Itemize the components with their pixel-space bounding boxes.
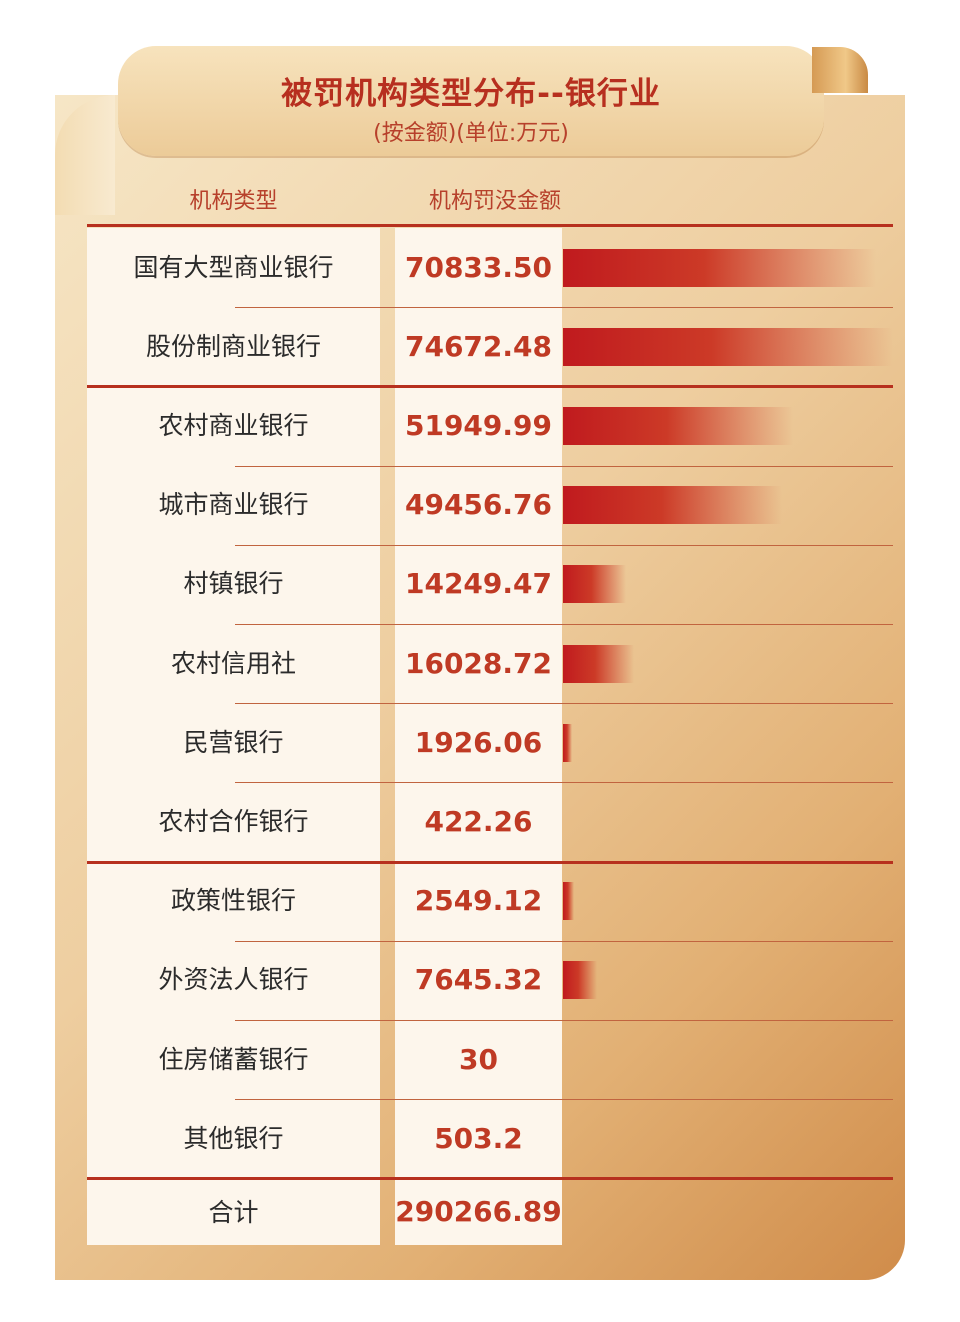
row-label: 民营银行 bbox=[183, 727, 284, 757]
total-label: 合计 bbox=[208, 1198, 259, 1228]
row-value: 49456.76 bbox=[404, 488, 552, 522]
row-label: 城市商业银行 bbox=[158, 490, 309, 520]
chart-title: 被罚机构类型分布--银行业 bbox=[281, 76, 661, 112]
row-label: 股份制商业银行 bbox=[145, 331, 321, 361]
total-value: 290266.89 bbox=[395, 1195, 562, 1229]
row-separator-rule bbox=[235, 544, 893, 546]
row-value: 74672.48 bbox=[404, 329, 552, 363]
row-value: 503.2 bbox=[434, 1121, 523, 1155]
row-value: 30 bbox=[459, 1042, 498, 1076]
banner-roll-decoration bbox=[812, 47, 868, 93]
row-separator-rule bbox=[235, 465, 893, 467]
row-label: 住房储蓄银行 bbox=[158, 1044, 309, 1074]
bar bbox=[563, 248, 877, 287]
row-separator-rule bbox=[235, 307, 893, 309]
value-column-bg bbox=[395, 228, 562, 1245]
column-header-type: 机构类型 bbox=[189, 189, 278, 214]
row-label: 农村商业银行 bbox=[158, 411, 309, 440]
row-label: 外资法人银行 bbox=[158, 965, 309, 995]
row-separator-rule bbox=[235, 703, 893, 705]
row-separator-rule bbox=[235, 940, 893, 942]
row-value: 7645.32 bbox=[414, 963, 543, 997]
bar bbox=[563, 961, 597, 1000]
bar bbox=[563, 723, 572, 762]
row-label: 农村合作银行 bbox=[158, 807, 309, 836]
row-value: 2549.12 bbox=[414, 884, 543, 918]
row-separator-rule bbox=[235, 1099, 893, 1101]
row-label: 政策性银行 bbox=[170, 886, 296, 916]
row-separator-rule bbox=[235, 782, 893, 784]
bar bbox=[563, 486, 782, 525]
title-banner bbox=[118, 46, 824, 156]
bar bbox=[563, 644, 634, 683]
row-separator-rule bbox=[235, 1020, 893, 1021]
group-separator-rule bbox=[87, 385, 893, 389]
label-column-bg bbox=[87, 228, 380, 1245]
row-label: 村镇银行 bbox=[183, 569, 284, 599]
bar bbox=[563, 407, 793, 445]
row-value: 422.26 bbox=[424, 805, 533, 838]
table-top-rule bbox=[87, 224, 893, 227]
bar bbox=[563, 565, 626, 604]
row-value: 1926.06 bbox=[414, 725, 543, 759]
row-value: 14249.47 bbox=[404, 567, 552, 601]
bar bbox=[563, 327, 893, 366]
group-separator-rule bbox=[87, 1177, 893, 1181]
row-label: 国有大型商业银行 bbox=[133, 252, 334, 282]
row-separator-rule bbox=[235, 624, 893, 625]
row-value: 16028.72 bbox=[404, 646, 552, 680]
bar bbox=[563, 882, 575, 921]
row-value: 51949.99 bbox=[404, 409, 552, 442]
group-separator-rule bbox=[87, 860, 893, 864]
chart-subtitle: (按金额)(单位:万元) bbox=[373, 121, 569, 146]
row-label: 农村信用社 bbox=[170, 648, 296, 678]
row-label: 其他银行 bbox=[183, 1123, 284, 1153]
column-header-amount: 机构罚没金额 bbox=[428, 189, 561, 214]
row-value: 70833.50 bbox=[404, 250, 552, 284]
